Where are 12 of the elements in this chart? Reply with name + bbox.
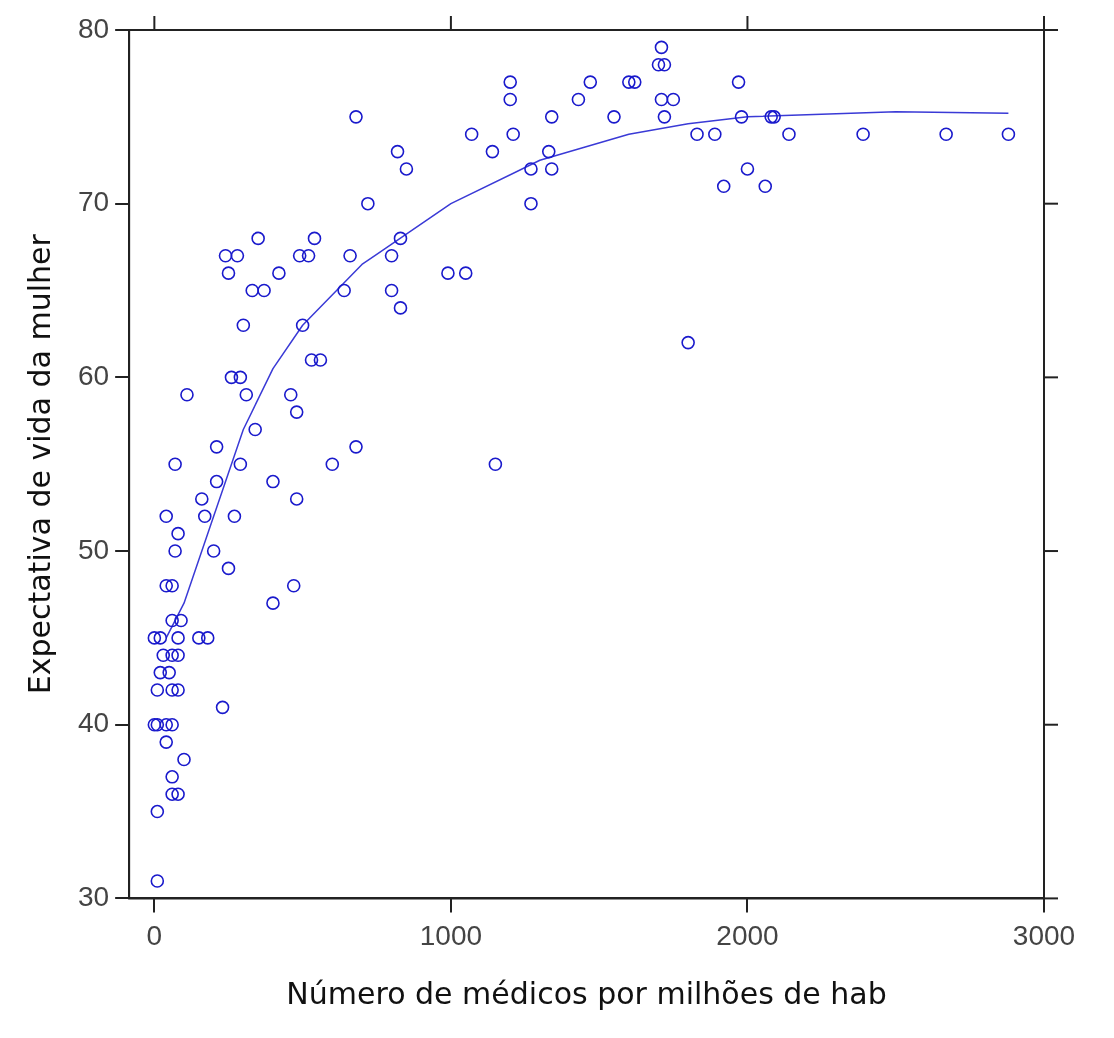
y-tick-label: 70 [77, 186, 110, 218]
y-tick-label: 60 [77, 360, 110, 392]
y-tick-label: 50 [77, 533, 110, 565]
x-tick-label: 0 [146, 919, 163, 951]
x-axis-title: Número de médicos por milhões de hab [286, 975, 887, 1011]
x-tick-label: 1000 [419, 919, 483, 951]
x-tick-label: 2000 [716, 919, 779, 951]
y-tick-label: 80 [77, 12, 110, 44]
y-axis-title: Expectativa de vida da mulher [21, 233, 57, 695]
y-tick-label: 40 [77, 707, 110, 739]
x-tick-label: 3000 [1012, 919, 1076, 951]
y-tick-label: 30 [77, 881, 110, 913]
